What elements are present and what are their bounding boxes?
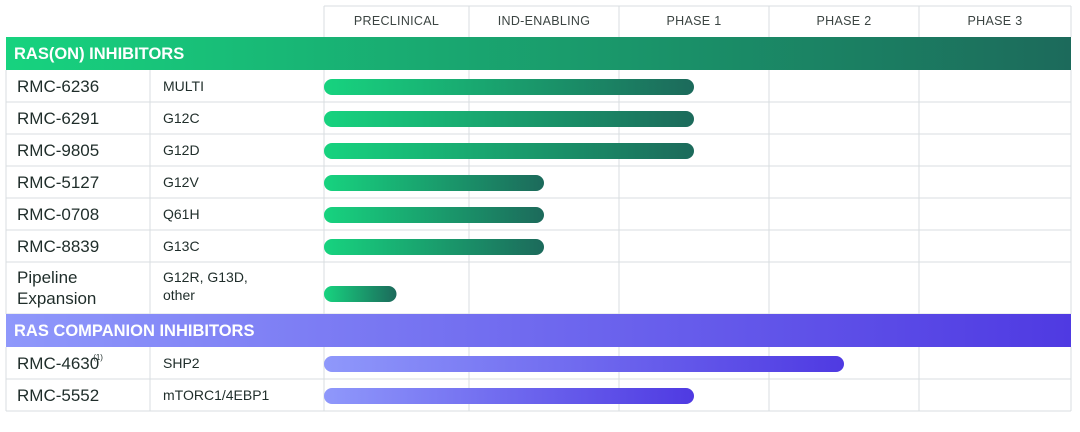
section-title: RAS COMPANION INHIBITORS (14, 322, 254, 340)
program-target: SHP2 (163, 355, 200, 371)
program-target: G12R, G13D, other (163, 269, 248, 303)
progress-bar (324, 286, 397, 302)
progress-bar (324, 388, 694, 404)
program-target: G12V (163, 174, 199, 190)
phase-header-label: PRECLINICAL (354, 14, 439, 28)
footnote-marker: (1) (93, 353, 103, 362)
program-name: RMC-0708 (17, 205, 99, 224)
phase-header-label: PHASE 3 (968, 14, 1023, 28)
progress-bar (324, 207, 544, 223)
program-target: G12C (163, 110, 200, 126)
program-name: Pipeline Expansion (17, 268, 96, 308)
progress-bar (324, 356, 844, 372)
progress-bar (324, 143, 694, 159)
program-name: RMC-5127 (17, 173, 99, 192)
section-band (6, 37, 1071, 70)
progress-bar (324, 79, 694, 95)
section-band (6, 314, 1071, 347)
program-target: G13C (163, 238, 200, 254)
phase-header-label: IND-ENABLING (498, 14, 591, 28)
program-name: RMC-5552 (17, 386, 99, 405)
progress-bar (324, 175, 544, 191)
phase-header-label: PHASE 1 (667, 14, 722, 28)
section-title: RAS(ON) INHIBITORS (14, 45, 184, 63)
program-target: MULTI (163, 78, 204, 94)
progress-bar (324, 239, 544, 255)
program-name: RMC-4630 (17, 354, 99, 373)
program-name: RMC-8839 (17, 237, 99, 256)
program-name: RMC-6236 (17, 77, 99, 96)
program-name: RMC-9805 (17, 141, 99, 160)
program-target: mTORC1/4EBP1 (163, 387, 270, 403)
program-target: G12D (163, 142, 200, 158)
program-target: Q61H (163, 206, 200, 222)
progress-bar (324, 111, 694, 127)
phase-header-label: PHASE 2 (817, 14, 872, 28)
program-name: RMC-6291 (17, 109, 99, 128)
